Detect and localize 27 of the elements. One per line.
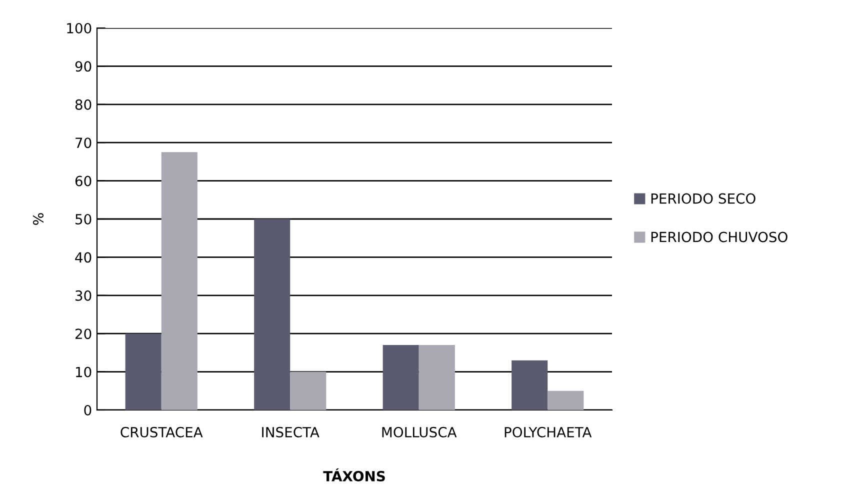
y-tick-label: 30	[76, 290, 92, 301]
bar	[125, 334, 162, 410]
legend-label: PERIODO CHUVOSO	[651, 232, 788, 242]
legend-label: PERIODO SECO	[651, 193, 756, 204]
x-tick-label: INSECTA	[262, 426, 320, 438]
bar	[512, 360, 548, 410]
y-tick-label: 50	[76, 214, 92, 224]
y-tick-label: 100	[67, 22, 92, 34]
bar	[161, 152, 198, 410]
bar	[382, 345, 419, 410]
bar	[254, 219, 290, 410]
bar	[548, 390, 584, 410]
bar	[418, 345, 455, 410]
y-tick-label: 70	[76, 138, 92, 148]
y-tick-label: 0	[84, 404, 92, 416]
y-axis-title: %	[32, 213, 44, 225]
y-tick-label: 20	[75, 328, 92, 340]
y-tick-label: 80	[75, 99, 92, 110]
y-tick-label: 10	[76, 366, 92, 378]
bar	[290, 372, 326, 410]
y-tick-label: 40	[75, 252, 92, 263]
x-tick-label: MOLLUSCA	[382, 426, 457, 438]
x-tick-label: CRUSTACEA	[120, 426, 203, 438]
y-tick-label: 60	[75, 176, 92, 186]
x-tick-label: POLYCHAETA	[504, 426, 592, 438]
y-tick-label: 90	[75, 61, 92, 72]
x-axis-title: TÁXONS	[323, 468, 385, 482]
